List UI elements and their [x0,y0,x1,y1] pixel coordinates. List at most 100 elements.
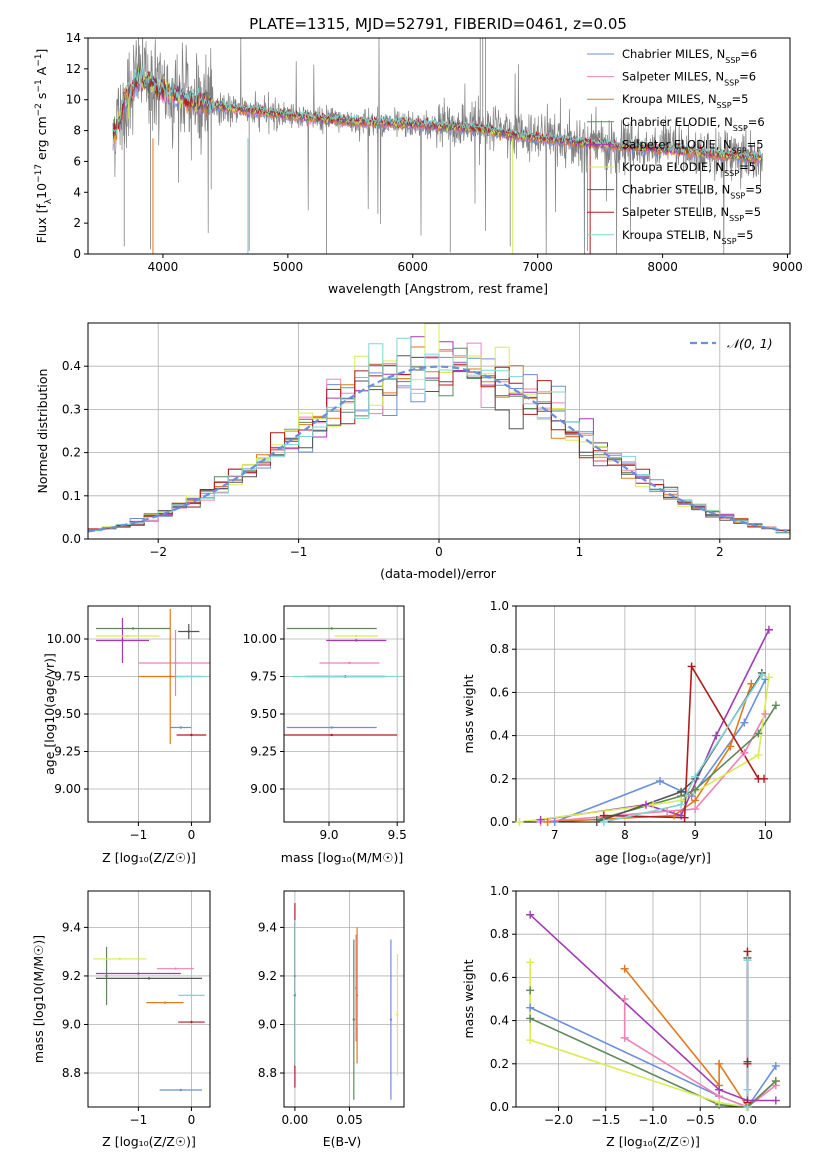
legend-label-part: Chabrier MILES, N [622,47,725,61]
mass_weight_vs_age-marker-8 [677,800,686,809]
mass_weight_vs_age-series-2 [547,683,753,822]
mass_weight_vs_age-marker-7 [760,774,769,783]
mass_weight_vs_Z-series-5 [529,962,748,1107]
spectrum-ytick-label: 10 [66,93,81,107]
legend-label-part: Chabrier ELODIE, N [622,115,733,129]
mass_weight_vs_age-marker-4 [764,625,773,634]
spectrum-ylabel-part: A [34,66,49,79]
legend-label-part: SSP [717,101,732,110]
mass_vs_EBV-ytick-label: 9.0 [258,1017,277,1031]
mass_weight_vs_age-series-4 [540,629,770,821]
age_vs_mass-xtick-label: 9.0 [319,828,338,842]
mass_vs_Z-point-1 [174,967,177,970]
age_vs_Z-xlabel: Z [log₁₀(Z/Z☉)] [102,850,196,865]
age_vs_mass-ytick-label: 9.50 [250,707,277,721]
legend-label-2: Kroupa MILES, NSSP=5 [622,92,748,110]
spectrum-ytick-label: 12 [66,62,81,76]
mass_weight_vs_Z-xtick-label: −1.0 [638,1113,667,1127]
age_vs_mass-axes: 9.0 9.5 9.00 9.25 9.50 9.75 10.00 mass [log₁₀(M… [243,605,407,865]
mass_vs_Z-point-6 [147,977,151,980]
age_vs_Z-ytick-label: 9.00 [54,782,81,796]
spectrum-xtick-label: 6000 [397,260,428,274]
mass_weight_vs_age-marker-2 [726,742,735,751]
spectrum-ytick-label: 6 [73,154,81,168]
legend-label-part: =5 [744,205,761,219]
spectrum-ylabel-part: λ [44,198,54,204]
age_vs_mass-ytick-label: 9.00 [250,782,277,796]
legend-label-part: SSP [733,123,748,132]
mass_weight_vs_age-marker-8 [691,772,700,781]
mass_weight_vs_age-marker-5 [515,818,524,826]
age_vs_Z-point-8 [190,675,193,678]
mass_vs_Z-ytick-label: 9.0 [62,1017,81,1031]
legend-label-part: Kroupa MILES, N [622,92,717,106]
mass_weight_vs_age-marker-8 [757,671,766,680]
hist-ytick-label: 0.1 [62,489,81,503]
mass_weight_vs_Z-marker-4 [526,910,535,919]
mass_weight_vs_age-xlabel: age [log₁₀(age/yr)] [595,850,711,865]
spectrum-ytick-label: 4 [73,185,81,199]
spectrum-xtick-label: 9000 [772,260,803,274]
mass_weight_vs_age-marker-3 [754,729,763,738]
mass_vs_EBV-point-2 [355,994,359,997]
spectrum-xlabel: wavelength [Angstrom, rest frame] [328,281,548,296]
spectrum-ylabel-part: −1 [34,54,44,67]
hist-ytick-label: 0.4 [62,359,81,373]
age_vs_Z-point-5 [126,634,129,638]
spectrum-ylabel-part: s [34,93,49,104]
mass_vs_Z-xtick-label: −1 [130,1113,148,1127]
spectrum-model-line [112,66,763,160]
mass_weight_vs_Z-marker-3 [526,986,535,995]
mass_vs_EBV-axes: 0.00 0.05 8.8 9.0 9.2 9.4 E(B-V) [258,890,405,1149]
mass_vs_EBV-ytick-label: 9.2 [258,969,277,983]
mass_weight_vs_age-axes: 7 8 9 10 0.0 0.2 0.4 0.6 0.8 1.0 age [log₁₀(age/yr… [461,599,791,865]
mass_weight_vs_Z-ytick-label: 1.0 [490,884,509,898]
mass_weight_vs_age-ytick-label: 0.2 [490,772,509,786]
mass_weight_vs_age-marker-7 [687,662,696,671]
hist-xtick-label: 0 [435,545,443,559]
mass_weight_vs_Z-ytick-label: 0.0 [490,1100,509,1114]
mass_vs_EBV-ytick-label: 8.8 [258,1066,277,1080]
age_vs_Z-ytick-label: 9.75 [54,670,81,684]
mass_weight_vs_age-series-8 [603,674,763,822]
mass_weight_vs_age-ytick-label: 0.0 [490,815,509,829]
hist-xtick-label: 2 [716,545,724,559]
hist-xlabel: (data-model)/error [380,566,497,581]
spectrum-ylabel: Flux [fλ10−17 erg cm−2 s−1 A−1] [34,49,54,244]
mass_vs_Z-ytick-label: 8.8 [62,1066,81,1080]
mass_weight_vs_Z-marker-5 [715,1098,724,1107]
mass_weight_vs_Z-marker-4 [715,1085,724,1094]
mass_weight_vs_Z-marker-1 [620,995,629,1003]
mass_weight_vs_Z-xtick-label: −1.5 [591,1113,620,1127]
mass_weight_vs_age-frame [515,605,791,823]
spectrum-ylabel-part: −2 [34,103,44,116]
mass_weight_vs_Z-ytick-label: 0.2 [490,1057,509,1071]
mass_weight_vs_age-marker-5 [649,800,657,809]
age_vs_mass-plot-area [284,627,402,737]
mass_weight_vs_Z-marker-0 [771,1061,780,1070]
mass_weight_vs_age-marker-0 [687,792,696,801]
legend-label-part: =5 [747,137,764,151]
hist-legend: 𝒩(0, 1) [690,336,773,351]
hist-axes: −2 −1 0 1 2 0.0 0.1 0.2 0.3 0.4 (data-model)/error… [35,322,791,581]
mass_weight_vs_age-marker-4 [641,800,650,809]
legend-label-8: Kroupa STELIB, NSSP=5 [622,228,753,246]
legend-label-part: Kroupa ELODIE, N [622,160,724,174]
age_vs_mass-point-4 [355,639,358,642]
legend-label-3: Chabrier ELODIE, NSSP=6 [622,115,765,133]
legend-label-1: Salpeter MILES, NSSP=6 [622,70,756,88]
mass_weight_vs_age-xtick-label: 7 [551,828,559,842]
mass_weight_vs_Z-marker-1 [620,1033,629,1042]
spectrum-frame [87,37,791,255]
mass_vs_Z-point-8 [190,994,193,997]
mass_vs_Z-ylabel: mass [log10(M/M☉)] [31,935,46,1063]
hist-plot-area [88,323,790,539]
mass_weight_vs_age-marker-1 [740,748,749,757]
legend-label-7: Salpeter STELIB, NSSP=5 [622,205,761,223]
mass_weight_vs_age-plot-area [519,629,777,822]
mass_weight_vs_Z-marker-8 [743,1103,752,1111]
mass_weight_vs_age-marker-3 [691,785,700,794]
mass_weight_vs_age-marker-1 [691,805,700,814]
mass_vs_EBV-xlabel: E(B-V) [323,1134,362,1149]
legend-label-part: Salpeter MILES, N [622,70,724,84]
